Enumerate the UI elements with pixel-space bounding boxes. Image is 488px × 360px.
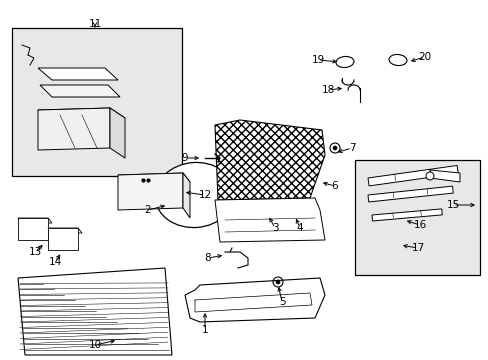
Text: 11: 11 [88, 19, 102, 29]
Polygon shape [215, 198, 325, 242]
Bar [12, 28, 182, 176]
Ellipse shape [425, 172, 433, 180]
Text: 19: 19 [311, 55, 324, 65]
Polygon shape [118, 173, 190, 184]
Text: 10: 10 [88, 340, 102, 350]
Text: 2: 2 [144, 205, 151, 215]
Polygon shape [48, 228, 78, 250]
Polygon shape [429, 170, 459, 182]
Ellipse shape [335, 57, 353, 68]
Polygon shape [367, 166, 457, 186]
Text: 12: 12 [198, 190, 211, 200]
Polygon shape [367, 186, 452, 202]
Text: 6: 6 [331, 181, 338, 191]
Polygon shape [110, 108, 125, 158]
Circle shape [275, 280, 280, 284]
Text: 13: 13 [28, 247, 41, 257]
Text: 14: 14 [48, 257, 61, 267]
Polygon shape [38, 108, 125, 120]
Ellipse shape [155, 162, 234, 228]
Text: 4: 4 [296, 223, 303, 233]
Text: 9: 9 [182, 153, 188, 163]
Circle shape [332, 146, 336, 150]
Polygon shape [40, 85, 120, 97]
Bar [354, 160, 479, 275]
Polygon shape [18, 268, 172, 355]
Text: 3: 3 [271, 223, 278, 233]
Polygon shape [183, 173, 190, 218]
Polygon shape [38, 68, 118, 80]
Text: 8: 8 [204, 253, 211, 263]
Ellipse shape [388, 54, 406, 66]
Text: 7: 7 [348, 143, 355, 153]
Polygon shape [184, 278, 325, 322]
Text: 1: 1 [201, 325, 208, 335]
Polygon shape [118, 173, 183, 210]
Polygon shape [18, 218, 48, 240]
Polygon shape [215, 120, 325, 200]
Text: 15: 15 [446, 200, 459, 210]
Polygon shape [48, 228, 82, 233]
Polygon shape [38, 108, 110, 150]
Text: 20: 20 [418, 52, 431, 62]
Polygon shape [18, 218, 52, 223]
Polygon shape [371, 209, 441, 221]
Text: 17: 17 [410, 243, 424, 253]
Text: 5: 5 [278, 297, 285, 307]
Text: 18: 18 [321, 85, 334, 95]
Text: 16: 16 [412, 220, 426, 230]
